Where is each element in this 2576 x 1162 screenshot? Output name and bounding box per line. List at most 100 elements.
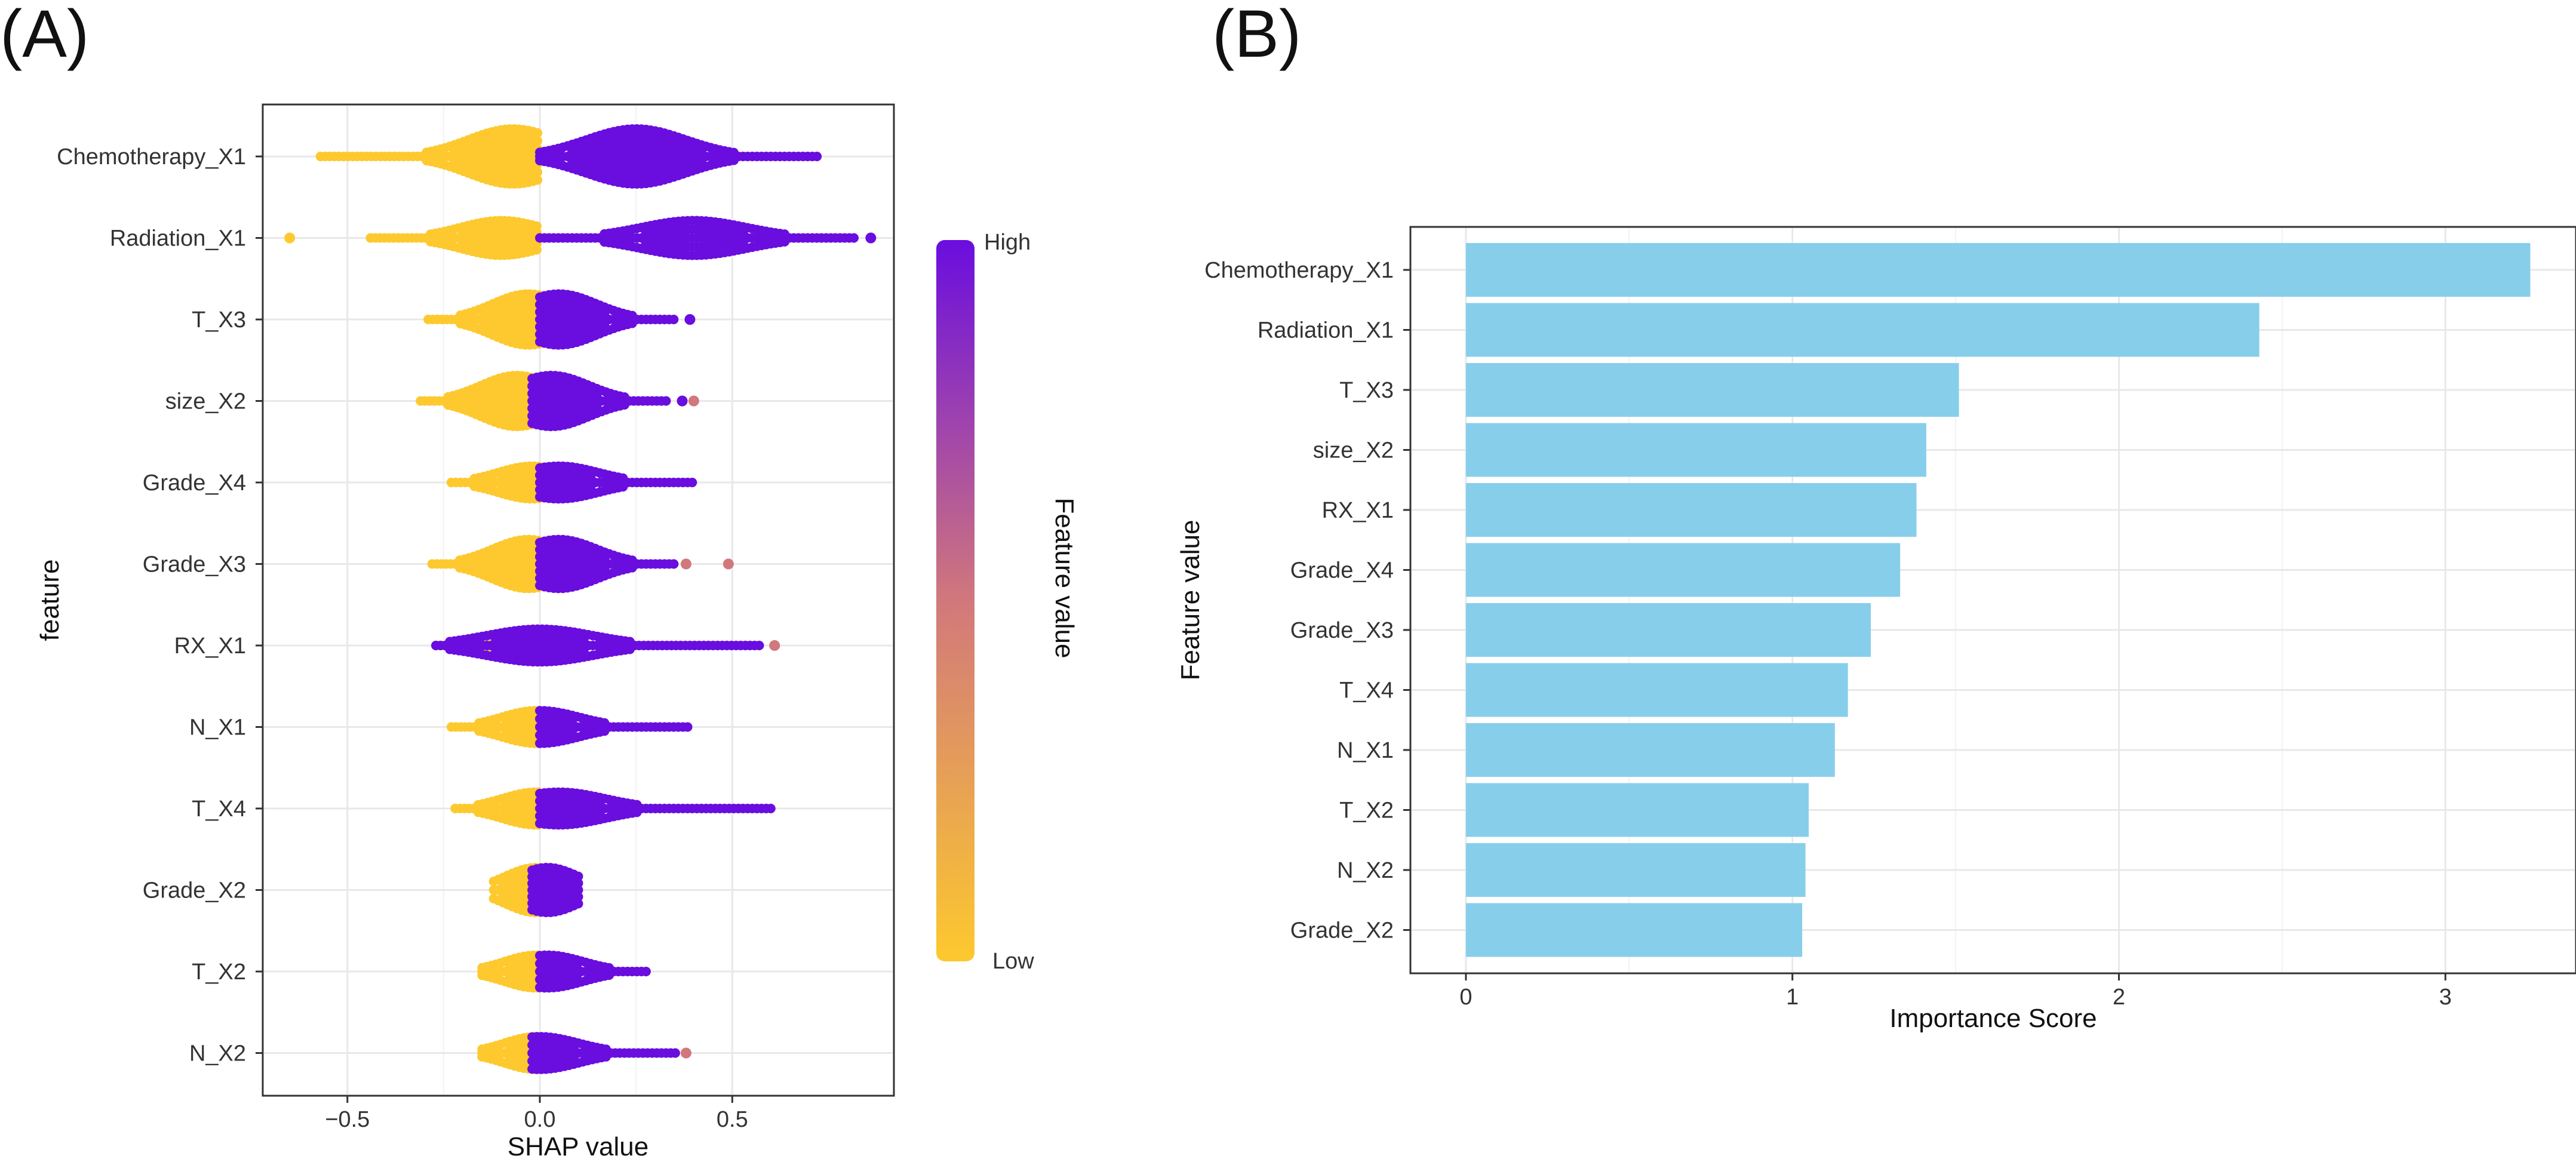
x-tick-label: 1 <box>1786 985 1799 1010</box>
panel-a-beeswarm <box>284 124 877 1074</box>
panel-b-y-axis-title: Feature value <box>1176 519 1205 680</box>
bar-grade-x4 <box>1465 543 1901 597</box>
beeswarm-high-n-x2 <box>527 1032 680 1074</box>
panel-b-label: (B) <box>1212 0 1301 71</box>
beeswarm-high-t-x4 <box>535 787 776 830</box>
shap-point <box>531 245 542 255</box>
shap-outlier-point <box>680 1047 691 1059</box>
shap-point <box>573 878 583 889</box>
feature-label-grade-x4: Grade_X4 <box>143 471 246 496</box>
feature-label-n-x1: N_X1 <box>189 715 246 740</box>
shap-point <box>533 128 543 138</box>
shap-outlier-point <box>677 395 688 407</box>
panel-a-x-ticks: −0.5 0.0 0.5 <box>325 1096 748 1132</box>
x-tick-label: 0.0 <box>524 1107 556 1132</box>
shap-outlier-point <box>684 314 696 325</box>
bar-t-x3 <box>1465 363 1959 417</box>
shap-point <box>766 804 776 813</box>
x-tick-label: 0.5 <box>717 1107 748 1132</box>
shap-point <box>573 899 583 909</box>
feature-label-radiation-x1: Radiation_X1 <box>110 226 246 251</box>
beeswarm-high-t-x3 <box>535 289 679 350</box>
category-label-grade-x2: Grade_X2 <box>1290 918 1394 943</box>
feature-label-t-x4: T_X4 <box>192 797 246 822</box>
category-label-radiation-x1: Radiation_X1 <box>1258 318 1394 343</box>
beeswarm-low-t-x3 <box>423 289 544 350</box>
shap-point <box>641 967 651 976</box>
category-label-grade-x4: Grade_X4 <box>1290 558 1394 583</box>
shap-outlier-point <box>688 395 699 407</box>
feature-label-grade-x3: Grade_X3 <box>143 552 246 577</box>
bar-rx-x1 <box>1465 483 1917 537</box>
shap-point <box>533 175 543 185</box>
legend-high-label: High <box>984 230 1031 255</box>
legend-color-bar <box>936 240 975 961</box>
shap-outlier-point <box>680 558 691 570</box>
legend-low-label: Low <box>992 949 1034 974</box>
bar-radiation-x1 <box>1465 303 2260 357</box>
category-label-size-x2: size_X2 <box>1313 438 1394 463</box>
panel-b-x-ticks: 0 1 2 3 <box>1459 973 2452 1010</box>
category-label-n-x2: N_X2 <box>1337 858 1394 883</box>
bar-size-x2 <box>1465 423 1926 477</box>
shap-point <box>573 871 583 881</box>
panel-a-label: (A) <box>0 0 89 71</box>
category-label-n-x1: N_X1 <box>1337 738 1394 763</box>
x-tick-label: 2 <box>2113 985 2125 1010</box>
panel-a-x-axis-title: SHAP value <box>508 1132 648 1161</box>
beeswarm-high-rx-x1 <box>431 624 764 667</box>
legend-title: Feature value <box>1050 497 1079 658</box>
panel-a-y-axis-title: feature <box>35 560 64 641</box>
x-tick-label: 3 <box>2439 985 2452 1010</box>
feature-label-n-x2: N_X2 <box>189 1041 246 1066</box>
bar-n-x1 <box>1465 723 1835 777</box>
shap-outlier-point <box>769 640 780 651</box>
bar-n-x2 <box>1465 843 1806 897</box>
bar-grade-x3 <box>1465 603 1871 657</box>
beeswarm-high-t-x2 <box>535 950 651 993</box>
shap-outlier-point <box>284 232 296 244</box>
feature-label-size-x2: size_X2 <box>165 389 246 414</box>
category-label-chemotherapy-x1: Chemotherapy_X1 <box>1204 258 1394 283</box>
category-label-t-x3: T_X3 <box>1339 378 1394 403</box>
shap-point <box>849 233 859 243</box>
panel-a-feature-labels: Chemotherapy_X1 Radiation_X1 T_X3 size_X2 Gr… <box>57 145 263 1066</box>
beeswarm-high-chemotherapy-x1 <box>535 124 822 189</box>
panel-a-legend: High Low Feature value <box>936 230 1079 974</box>
beeswarm-high-n-x1 <box>535 706 693 748</box>
shap-point <box>533 136 543 146</box>
beeswarm-high-radiation-x1 <box>535 216 859 260</box>
bar-t-x2 <box>1465 783 1809 837</box>
shap-point <box>661 396 671 406</box>
shap-point <box>669 559 679 569</box>
panel-b-x-axis-title: Importance Score <box>1889 1004 2097 1033</box>
bar-t-x4 <box>1465 663 1848 717</box>
category-label-rx-x1: RX_X1 <box>1322 498 1394 523</box>
shap-outlier-point <box>865 232 877 244</box>
shap-point <box>683 722 693 732</box>
category-label-t-x2: T_X2 <box>1339 798 1394 823</box>
feature-label-t-x3: T_X3 <box>192 308 246 333</box>
category-label-t-x4: T_X4 <box>1339 678 1394 703</box>
beeswarm-high-grade-x3 <box>535 534 679 594</box>
shap-outlier-point <box>723 558 734 570</box>
beeswarm-low-t-x2 <box>477 950 543 993</box>
feature-label-t-x2: T_X2 <box>192 960 246 985</box>
shap-point <box>573 892 583 902</box>
shap-point <box>687 478 697 487</box>
panel-b-bars <box>1465 243 2531 957</box>
bar-grade-x2 <box>1465 903 1803 957</box>
feature-label-rx-x1: RX_X1 <box>174 634 246 659</box>
panel-b-importance-bars: (B) Chemotherapy_X1 Radiation_X1 T_X3 size_… <box>1176 0 2576 1033</box>
beeswarm-high-grade-x4 <box>535 461 697 504</box>
beeswarm-high-size-x2 <box>527 370 671 432</box>
feature-label-chemotherapy-x1: Chemotherapy_X1 <box>57 145 246 170</box>
x-tick-label: 0 <box>1459 985 1472 1010</box>
beeswarm-high-grade-x2 <box>527 863 583 917</box>
shap-point <box>670 1048 680 1058</box>
shap-point <box>669 315 679 324</box>
feature-label-grade-x2: Grade_X2 <box>143 878 246 903</box>
bar-chemotherapy-x1 <box>1465 243 2531 297</box>
beeswarm-low-chemotherapy-x1 <box>315 124 543 189</box>
